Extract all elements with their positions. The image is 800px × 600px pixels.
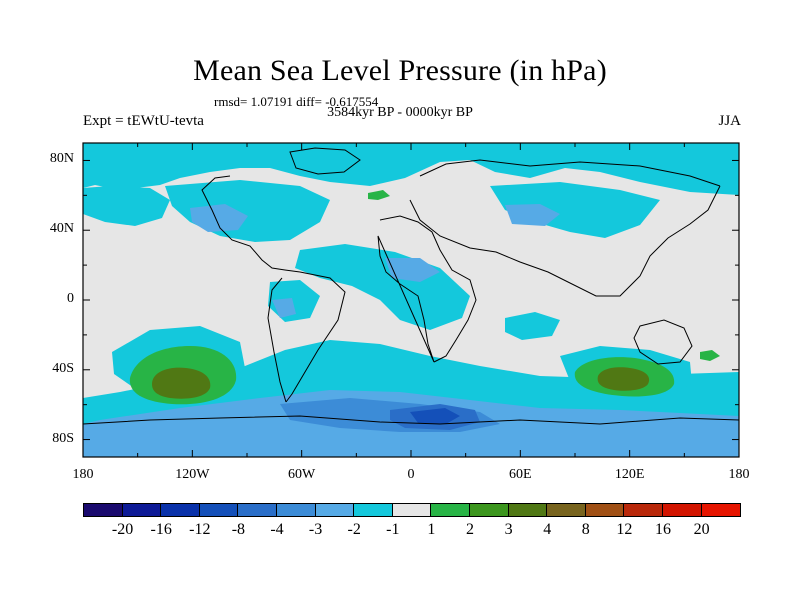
colorbar-label: 1 — [427, 521, 436, 538]
colorbar-swatch — [354, 504, 393, 516]
colorbar-swatch — [701, 504, 741, 516]
season-label: JJA — [718, 113, 741, 129]
colorbar — [83, 503, 742, 517]
colorbar-label: -2 — [347, 521, 361, 538]
x-tick-label: 180 — [72, 467, 94, 482]
experiment-label: Expt = tEWtU-tevta — [83, 113, 204, 129]
pacific-blue — [272, 298, 296, 318]
colorbar-label: -3 — [308, 521, 323, 538]
colorbar-swatch — [199, 504, 239, 516]
colorbar-label: -12 — [189, 521, 211, 538]
asia-cyan — [490, 182, 660, 238]
y-tick-label: 80S — [52, 430, 74, 446]
weddell-core — [410, 408, 460, 424]
y-tick-label: 40S — [52, 360, 74, 376]
south-indian-darkgreen — [597, 367, 650, 391]
colorbar-label: 3 — [504, 521, 513, 538]
x-tick-label: 120E — [614, 467, 645, 482]
colorbar-swatch — [161, 504, 200, 516]
colorbar-label: 16 — [655, 521, 671, 538]
colorbar-swatch — [238, 504, 277, 516]
colorbar-label: 2 — [466, 521, 474, 538]
south-pacific-darkgreen — [152, 367, 211, 399]
colorbar-label: -1 — [386, 521, 400, 538]
plot-title: Mean Sea Level Pressure (in hPa) — [193, 54, 607, 87]
colorbar-label: -4 — [270, 521, 284, 538]
colorbar-swatch — [315, 504, 355, 516]
colorbar-swatch — [84, 504, 123, 516]
x-tick-label: 180 — [728, 467, 750, 482]
colorbar-swatch — [392, 504, 432, 516]
colorbar-swatch — [508, 504, 548, 516]
tasman-green — [700, 350, 720, 361]
asia-blue — [505, 204, 560, 226]
arctic-cyan-region — [83, 143, 739, 195]
stats-text: rmsd= 1.07191 diff= -0.617554 — [214, 94, 379, 109]
colorbar-swatch — [431, 504, 470, 516]
colorbar-label: -20 — [111, 521, 134, 538]
colorbar-label: 4 — [543, 521, 552, 538]
north-atlantic-green — [368, 190, 390, 200]
y-tick-label: 80N — [49, 151, 74, 167]
colorbar-swatch — [585, 504, 625, 516]
period-subtitle: 3584kyr BP - 0000kyr BP — [327, 105, 473, 120]
colorbar-swatch — [547, 504, 586, 516]
north-atlantic-blue — [190, 204, 248, 232]
north-pacific-cyan — [83, 186, 170, 226]
colorbar-label: 12 — [616, 521, 633, 538]
colorbar-swatch — [624, 504, 663, 516]
colorbar-swatch — [122, 504, 162, 516]
colorbar-label: -8 — [231, 521, 246, 538]
colorbar-label: 20 — [693, 521, 710, 538]
colorbar-swatch — [469, 504, 509, 516]
map-field — [83, 143, 739, 457]
map-ticks — [82, 143, 740, 457]
x-tick-label: 120W — [175, 467, 210, 482]
x-tick-label: 60W — [288, 467, 316, 482]
x-tick-label: 0 — [407, 467, 415, 482]
x-tick-label: 60E — [509, 467, 532, 482]
colorbar-swatch — [276, 504, 316, 516]
y-tick-label: 40N — [49, 221, 74, 237]
coastlines — [83, 147, 739, 425]
y-tick-label: 0 — [67, 291, 74, 306]
colorbar-label: 8 — [581, 521, 590, 538]
colorbar-swatch — [662, 504, 702, 516]
indian-ocean-cyan — [505, 312, 560, 340]
colorbar-label: -16 — [150, 521, 172, 538]
europe-blue — [385, 258, 440, 282]
